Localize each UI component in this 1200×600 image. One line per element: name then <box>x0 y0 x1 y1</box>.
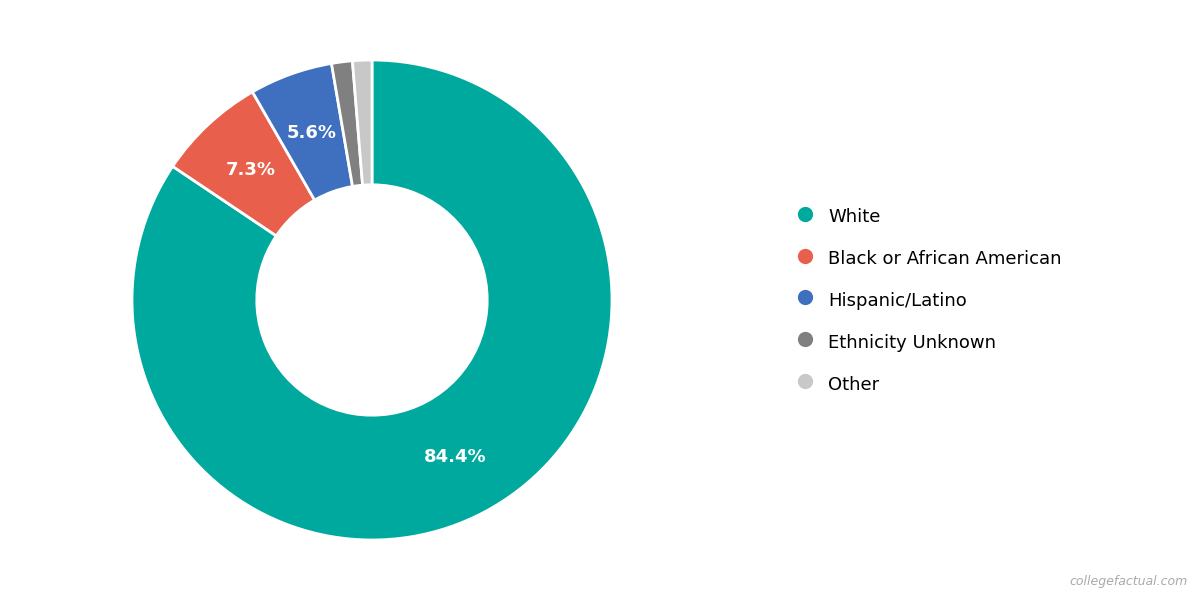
Wedge shape <box>331 61 362 187</box>
Text: collegefactual.com: collegefactual.com <box>1069 575 1188 588</box>
Text: 7.3%: 7.3% <box>226 161 276 179</box>
Text: 84.4%: 84.4% <box>425 448 487 466</box>
Wedge shape <box>173 92 314 236</box>
Wedge shape <box>252 64 353 200</box>
Wedge shape <box>353 60 372 185</box>
Legend: White, Black or African American, Hispanic/Latino, Ethnicity Unknown, Other: White, Black or African American, Hispan… <box>787 196 1070 404</box>
Text: 5.6%: 5.6% <box>287 124 337 142</box>
Wedge shape <box>132 60 612 540</box>
